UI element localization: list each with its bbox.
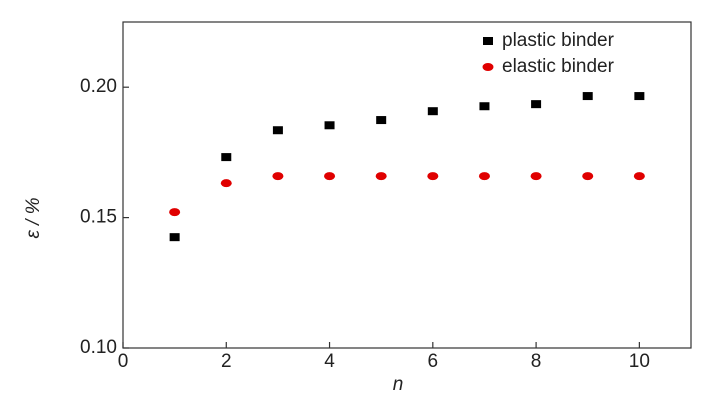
point <box>582 172 594 181</box>
point <box>221 153 232 162</box>
x-tick-label: 10 <box>629 351 650 372</box>
point <box>530 172 542 181</box>
x-tick-label: 8 <box>531 351 542 372</box>
y-axis-label: ε / % <box>23 197 44 238</box>
point <box>324 172 336 181</box>
point <box>478 172 490 181</box>
point <box>169 233 180 242</box>
point <box>479 102 490 111</box>
x-tick-label: 4 <box>324 351 335 372</box>
y-tick-label: 0.15 <box>80 207 117 228</box>
legend-marker <box>482 63 494 71</box>
y-tick-label: 0.10 <box>80 337 117 358</box>
point <box>427 172 439 181</box>
legend-marker <box>483 37 493 45</box>
point <box>272 126 283 135</box>
point <box>582 92 593 101</box>
legend-label: elastic binder <box>502 56 615 77</box>
plot-frame <box>122 21 692 349</box>
x-tick-label: 0 <box>118 351 129 372</box>
point <box>169 208 181 217</box>
x-axis-label: n <box>393 374 404 395</box>
x-tick-label: 2 <box>221 351 232 372</box>
y-tick-label: 0.20 <box>80 76 117 97</box>
point <box>324 121 335 130</box>
point <box>272 172 284 181</box>
point <box>633 172 645 181</box>
point <box>634 92 645 101</box>
x-tick-label: 6 <box>428 351 439 372</box>
point <box>375 172 387 181</box>
point <box>427 107 438 116</box>
point <box>220 179 232 188</box>
legend-label: plastic binder <box>502 30 615 51</box>
point <box>531 100 542 109</box>
point <box>376 116 387 125</box>
